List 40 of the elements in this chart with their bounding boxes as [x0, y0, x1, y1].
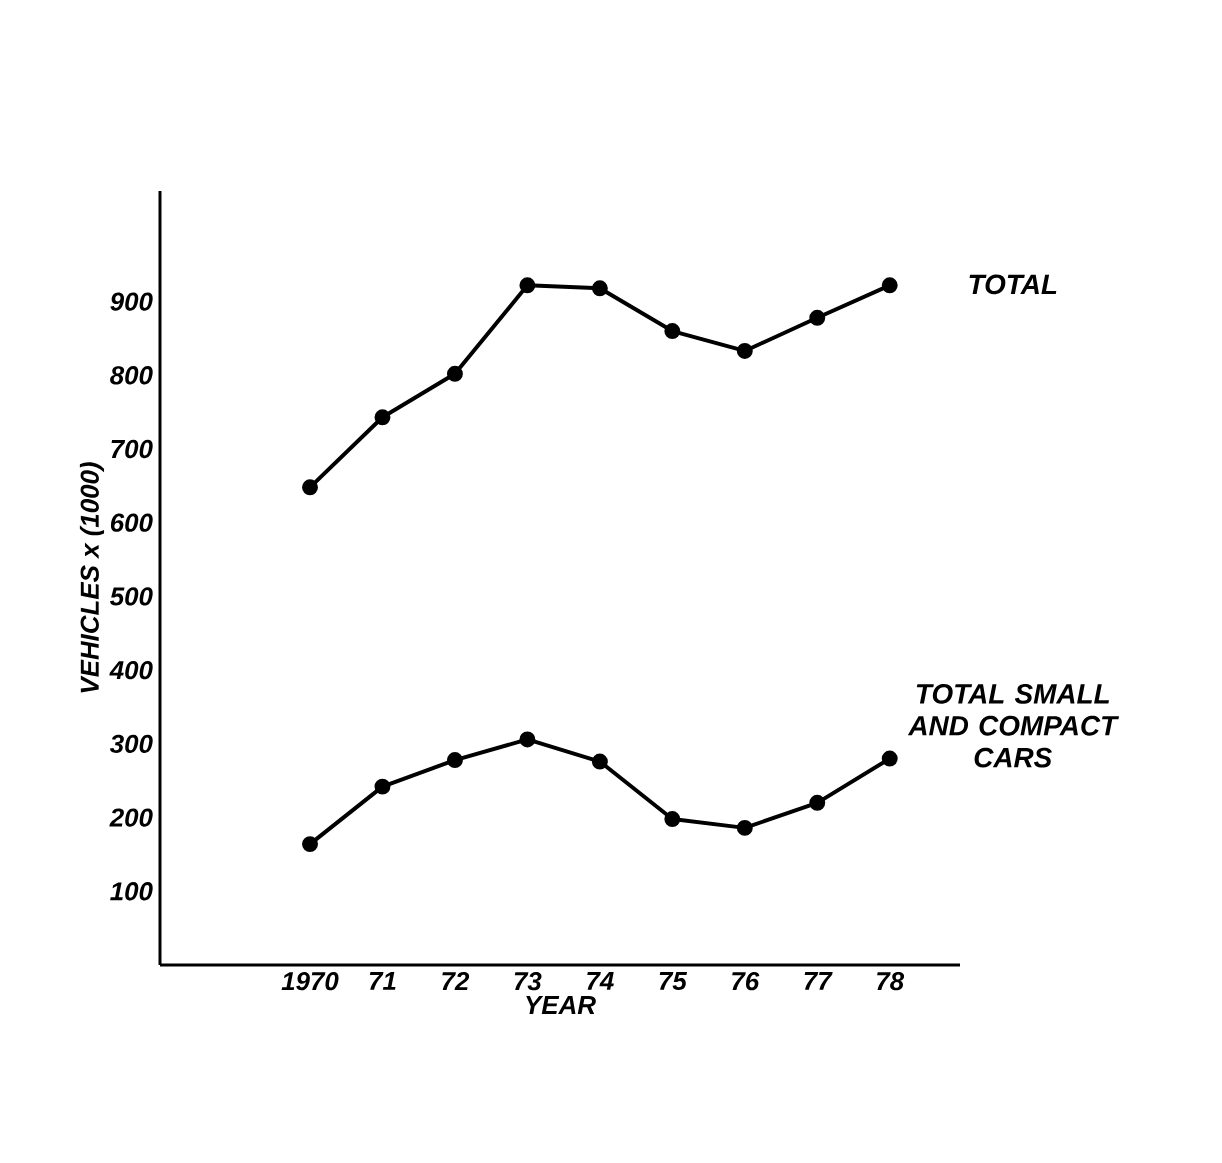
point: [374, 409, 391, 426]
point: [446, 365, 463, 382]
point: [664, 323, 681, 340]
x-tick-label: 76: [732, 972, 760, 991]
y-tick-label: 300: [109, 734, 153, 754]
point: [664, 811, 681, 828]
x-tick-label: 71: [369, 972, 396, 990]
point: [736, 342, 753, 359]
y-tick-label: 500: [109, 587, 153, 606]
point: [302, 479, 318, 496]
x-axis-title: YEAR: [526, 996, 596, 1014]
point: [446, 752, 463, 769]
y-tick-label: 200: [109, 808, 153, 827]
y-tick-label: 900: [110, 292, 153, 311]
x-tick-label: 1970: [281, 972, 339, 991]
point: [519, 731, 536, 748]
series-label: TOTAL SMALL AND COMPACT CARS: [907, 683, 1120, 768]
y-tick-label: 700: [111, 439, 153, 459]
y-axis-title: VEHICLES x (1000): [79, 462, 105, 693]
point: [591, 753, 608, 770]
x-tick-label: 77: [804, 972, 833, 990]
x-tick-label: 74: [587, 972, 614, 990]
x-tick-label: 72: [442, 972, 470, 991]
point: [881, 750, 898, 767]
point: [591, 280, 608, 297]
y-tick-label: 400: [109, 660, 153, 680]
point: [519, 277, 536, 294]
point: [809, 309, 826, 326]
x-tick-label: 78: [877, 972, 905, 991]
y-tick-label: 600: [110, 513, 153, 532]
point: [881, 277, 898, 294]
point: [736, 819, 753, 836]
x-tick-label: 73: [514, 972, 542, 991]
y-tick-label: 100: [110, 882, 153, 901]
text: TOTAL: [969, 274, 1057, 295]
x-tick-label: 75: [659, 972, 688, 991]
y-tick-label: 800: [110, 366, 153, 385]
point: [374, 778, 391, 795]
point: [302, 836, 318, 853]
point: [809, 794, 826, 811]
